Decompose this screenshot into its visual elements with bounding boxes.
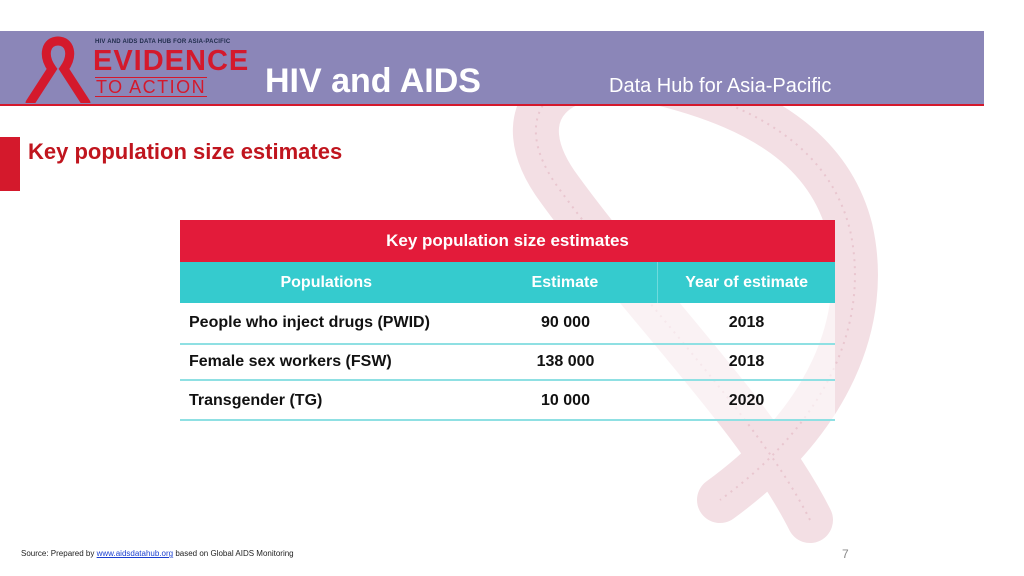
- source-link[interactable]: www.aidsdatahub.org: [96, 549, 174, 558]
- header-subtitle: Data Hub for Asia-Pacific: [609, 75, 832, 97]
- header-title: HIV and AIDS: [265, 62, 481, 100]
- cell-population: Female sex workers (FSW): [189, 353, 392, 370]
- source-note: Source: Prepared by www.aidsdatahub.org …: [21, 549, 294, 558]
- table-row: Female sex workers (FSW) 138 000 2018: [180, 345, 835, 381]
- table-row: People who inject drugs (PWID) 90 000 20…: [180, 303, 835, 345]
- column-header-populations: Populations: [280, 274, 373, 291]
- table-row: Transgender (TG) 10 000 2020: [180, 381, 835, 421]
- cell-population: Transgender (TG): [189, 392, 323, 409]
- red-ribbon-icon: [25, 36, 91, 103]
- logo-to-action: TO ACTION: [95, 77, 208, 97]
- logo-tagline: HIV AND AIDS DATA HUB FOR ASIA-PACIFIC: [95, 39, 231, 45]
- heading-accent-bar: [0, 137, 20, 191]
- cell-estimate: 90 000: [541, 314, 590, 331]
- cell-estimate: 10 000: [541, 392, 590, 409]
- column-header-year: Year of estimate: [657, 262, 835, 303]
- cell-year: 2018: [728, 353, 765, 370]
- cell-population: People who inject drugs (PWID): [189, 314, 430, 331]
- size-estimates-table: Key population size estimates Population…: [180, 220, 835, 421]
- page-title: Key population size estimates: [28, 139, 343, 164]
- logo[interactable]: HIV AND AIDS DATA HUB FOR ASIA-PACIFIC E…: [18, 36, 250, 103]
- source-prefix: Source: Prepared by: [21, 549, 97, 558]
- header-band: HIV AND AIDS DATA HUB FOR ASIA-PACIFIC E…: [0, 31, 984, 106]
- cell-year: 2020: [728, 392, 765, 409]
- table-header-row: Populations Estimate Year of estimate: [180, 262, 835, 303]
- column-header-estimate: Estimate: [531, 274, 599, 291]
- cell-year: 2018: [728, 314, 765, 331]
- cell-estimate: 138 000: [536, 353, 595, 370]
- source-suffix: based on Global AIDS Monitoring: [173, 549, 294, 558]
- page-number: 7: [842, 547, 849, 561]
- logo-evidence: EVIDENCE: [93, 45, 250, 77]
- table-title: Key population size estimates: [180, 220, 835, 262]
